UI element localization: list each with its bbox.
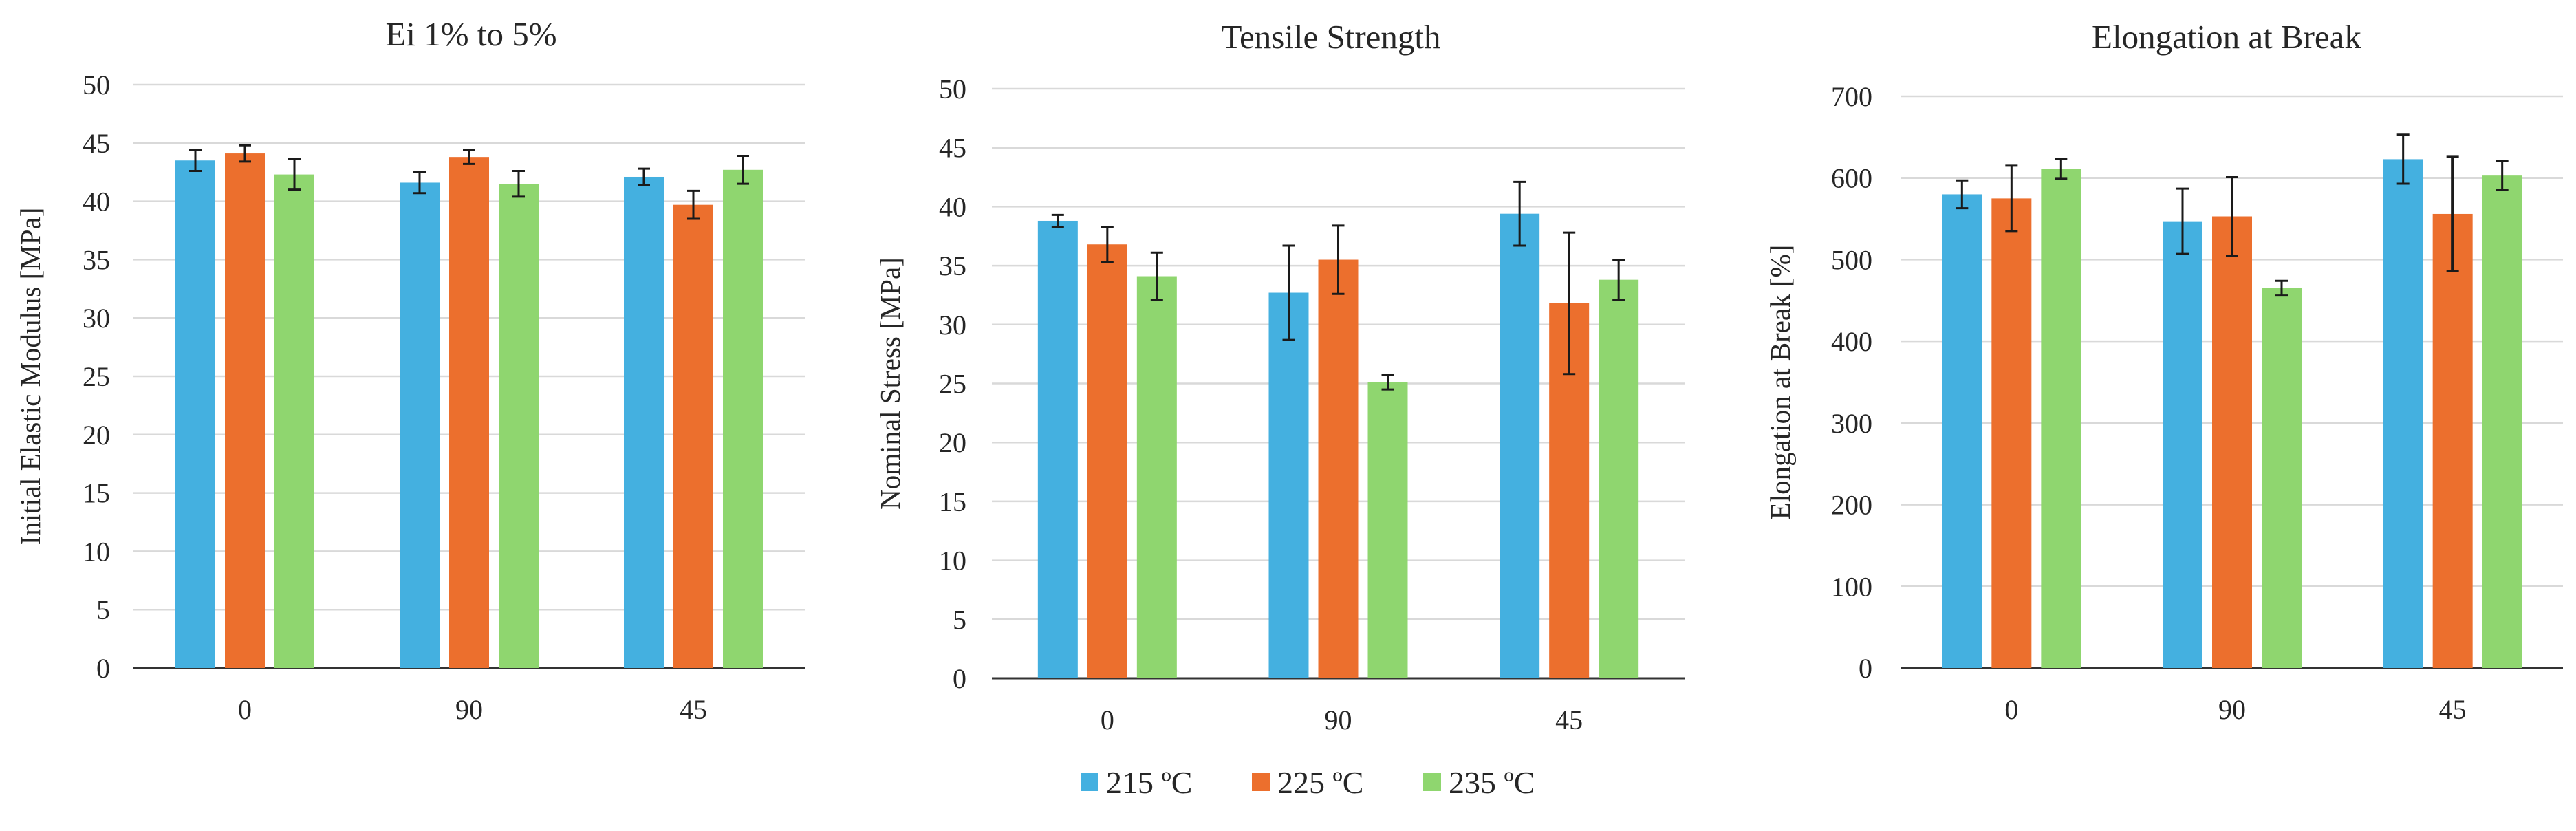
bar bbox=[2212, 216, 2252, 668]
chart-tensile-strength: Tensile Strength Nominal Stress [MPa] 0 5 10… bbox=[874, 18, 1685, 735]
legend-swatch-235 bbox=[1423, 773, 1441, 791]
bar bbox=[2262, 288, 2302, 668]
legend-label-225: 225 ºC bbox=[1277, 765, 1363, 800]
bar bbox=[2383, 159, 2423, 668]
bar bbox=[175, 160, 215, 669]
x-tick-label: 45 bbox=[680, 694, 707, 725]
bar bbox=[2163, 221, 2202, 669]
bar bbox=[499, 184, 539, 668]
y-tick-label: 10 bbox=[939, 546, 966, 576]
y-tick-label: 30 bbox=[83, 303, 110, 334]
y-tick-label: 15 bbox=[83, 478, 110, 509]
x-tick-label: 0 bbox=[238, 694, 252, 725]
y-tick-label: 25 bbox=[939, 369, 966, 400]
chart-title: Tensile Strength bbox=[1221, 18, 1440, 56]
y-axis-label: Elongation at Break [%] bbox=[1764, 245, 1796, 520]
bar bbox=[1268, 292, 1309, 679]
y-tick-label: 10 bbox=[83, 536, 110, 567]
y-tick-label: 500 bbox=[1831, 244, 1872, 275]
x-tick-label: 45 bbox=[2439, 694, 2467, 725]
bar bbox=[2041, 169, 2081, 669]
bar bbox=[274, 174, 314, 669]
y-axis-label: Initial Elastic Modulus [MPa] bbox=[14, 208, 46, 546]
y-tick-label: 400 bbox=[1831, 326, 1872, 357]
legend-swatch-215 bbox=[1081, 773, 1098, 791]
y-tick-label: 45 bbox=[83, 128, 110, 159]
y-tick-label: 200 bbox=[1831, 490, 1872, 521]
legend-swatch-225 bbox=[1252, 773, 1270, 791]
legend-label-215: 215 ºC bbox=[1106, 765, 1192, 800]
y-tick-label: 40 bbox=[939, 191, 966, 222]
y-tick-label: 20 bbox=[83, 420, 110, 451]
legend-label-235: 235 ºC bbox=[1449, 765, 1535, 800]
x-tick-label: 0 bbox=[2004, 694, 2018, 725]
y-tick-label: 35 bbox=[939, 250, 966, 281]
y-tick-label: 600 bbox=[1831, 163, 1872, 194]
bar bbox=[723, 169, 763, 669]
bar bbox=[1599, 279, 1639, 679]
bar bbox=[1037, 220, 1078, 678]
bar bbox=[449, 157, 489, 669]
x-tick-label: 90 bbox=[1325, 704, 1352, 735]
bar bbox=[1991, 198, 2032, 669]
y-tick-label: 30 bbox=[939, 310, 966, 341]
legend: 215 ºC 225 ºC 235 ºC bbox=[1081, 765, 1535, 800]
bar bbox=[1500, 213, 1540, 679]
chart-title: Ei 1% to 5% bbox=[385, 15, 556, 53]
y-tick-label: 15 bbox=[939, 486, 966, 517]
x-tick-label: 90 bbox=[455, 694, 483, 725]
y-tick-label: 35 bbox=[83, 244, 110, 275]
bar bbox=[400, 182, 440, 668]
y-tick-label: 50 bbox=[83, 69, 110, 100]
y-tick-label: 700 bbox=[1831, 81, 1872, 112]
x-tick-label: 45 bbox=[1555, 704, 1583, 735]
chart-elongation-at-break: Elongation at Break Elongation at Break [… bbox=[1764, 18, 2563, 725]
y-tick-label: 300 bbox=[1831, 408, 1872, 439]
x-tick-label: 0 bbox=[1101, 704, 1114, 735]
bar bbox=[225, 153, 265, 669]
y-tick-label: 0 bbox=[1859, 653, 1872, 684]
y-tick-label: 20 bbox=[939, 427, 966, 458]
y-tick-label: 100 bbox=[1831, 571, 1872, 602]
bar bbox=[1087, 244, 1127, 678]
y-tick-label: 25 bbox=[83, 361, 110, 392]
x-tick-label: 90 bbox=[2218, 694, 2246, 725]
bar bbox=[1942, 194, 1982, 668]
chart-elastic-modulus: Ei 1% to 5% Initial Elastic Modulus [MPa]… bbox=[14, 15, 805, 725]
bar bbox=[1318, 259, 1359, 678]
y-tick-label: 50 bbox=[939, 74, 966, 105]
bar bbox=[2482, 175, 2522, 669]
bar bbox=[1136, 276, 1177, 678]
y-axis-label: Nominal Stress [MPa] bbox=[874, 257, 906, 510]
chart-title: Elongation at Break bbox=[2092, 18, 2361, 56]
y-tick-label: 5 bbox=[953, 604, 966, 635]
y-tick-label: 40 bbox=[83, 186, 110, 217]
bar bbox=[1367, 382, 1408, 678]
y-tick-label: 0 bbox=[96, 653, 110, 684]
bar bbox=[624, 176, 664, 668]
y-tick-label: 5 bbox=[96, 594, 110, 625]
y-tick-label: 45 bbox=[939, 133, 966, 164]
bar bbox=[673, 204, 713, 668]
y-tick-label: 0 bbox=[953, 663, 966, 694]
bar bbox=[2432, 213, 2473, 668]
